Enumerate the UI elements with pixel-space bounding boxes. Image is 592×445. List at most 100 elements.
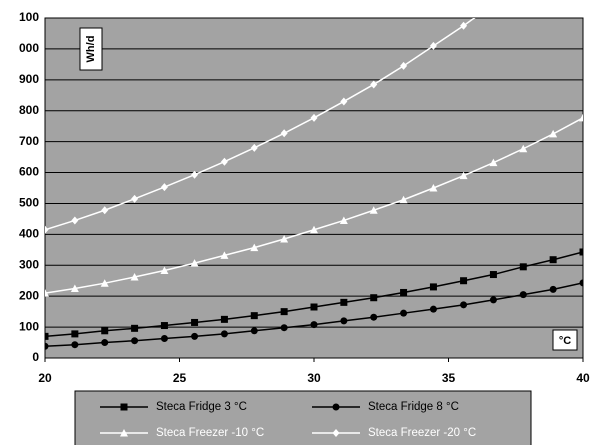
- marker: [460, 21, 468, 30]
- marker: [250, 327, 258, 335]
- marker: [131, 324, 139, 332]
- marker: [101, 327, 109, 335]
- marker: [519, 263, 527, 271]
- marker: [400, 309, 408, 317]
- marker: [120, 429, 128, 437]
- y-tick-label: 200: [19, 288, 39, 302]
- marker: [332, 403, 340, 411]
- marker: [45, 332, 49, 340]
- marker: [340, 97, 348, 106]
- x-label: °C: [559, 335, 571, 347]
- legend-label: Steca Freezer -20 °C: [368, 427, 476, 439]
- marker: [71, 330, 79, 338]
- y-tick-label: 800: [19, 103, 39, 117]
- marker: [460, 277, 468, 285]
- marker: [220, 330, 228, 338]
- marker: [280, 129, 288, 138]
- x-label-box: [552, 329, 578, 351]
- marker: [459, 171, 468, 180]
- marker: [460, 301, 468, 309]
- x-tick-label: 30: [307, 371, 321, 385]
- marker: [399, 195, 408, 204]
- marker: [429, 184, 438, 192]
- marker: [549, 256, 557, 264]
- y-tick-label: 0: [32, 350, 39, 364]
- marker: [489, 271, 497, 279]
- series-line: [45, 18, 476, 231]
- marker: [332, 429, 340, 437]
- marker: [340, 317, 348, 325]
- legend-label: Steca Fridge 3 °C: [156, 401, 247, 413]
- marker: [250, 312, 258, 320]
- y-tick-label: 300: [19, 257, 39, 271]
- marker: [130, 273, 139, 281]
- marker: [101, 206, 109, 215]
- y-label-box: [79, 27, 103, 71]
- marker: [250, 143, 258, 152]
- x-tick-label: 40: [576, 371, 590, 385]
- legend-label: Steca Freezer -10 °C: [156, 427, 264, 439]
- marker: [280, 235, 289, 243]
- marker: [131, 194, 139, 203]
- marker: [340, 298, 348, 306]
- marker: [190, 259, 199, 267]
- y-tick-label: 500: [19, 196, 39, 210]
- marker: [45, 342, 49, 350]
- marker: [579, 113, 583, 122]
- marker: [519, 144, 528, 153]
- y-tick-label: 100: [19, 319, 39, 333]
- y-tick-label: 600: [19, 165, 39, 179]
- series-group: [45, 0, 583, 350]
- marker: [579, 248, 583, 256]
- y-tick-label: 900: [19, 72, 39, 86]
- marker: [519, 291, 527, 299]
- x-tick-label: 25: [173, 371, 187, 385]
- marker: [101, 339, 109, 347]
- marker: [160, 335, 168, 343]
- marker: [579, 279, 583, 287]
- marker: [489, 158, 498, 167]
- marker: [220, 251, 229, 259]
- marker: [220, 315, 228, 323]
- marker: [45, 289, 49, 297]
- marker: [400, 61, 408, 70]
- marker: [339, 216, 348, 224]
- marker: [310, 303, 318, 311]
- legend-label: Steca Fridge 8 °C: [368, 401, 459, 413]
- marker: [370, 294, 378, 302]
- marker: [45, 225, 49, 234]
- marker: [369, 206, 378, 214]
- marker: [160, 266, 169, 275]
- marker: [549, 285, 557, 293]
- marker: [370, 80, 378, 89]
- marker: [429, 283, 437, 291]
- marker: [160, 322, 168, 330]
- marker: [280, 324, 288, 332]
- marker: [70, 284, 79, 292]
- marker: [71, 341, 79, 349]
- marker: [191, 318, 199, 326]
- marker: [191, 170, 199, 179]
- marker: [310, 113, 318, 122]
- legend-box: [74, 390, 532, 445]
- marker: [429, 305, 437, 313]
- marker: [131, 337, 139, 345]
- marker: [549, 129, 558, 138]
- plot-border: [44, 17, 584, 359]
- y-tick-label: 400: [19, 227, 39, 241]
- marker: [400, 288, 408, 296]
- x-tick-label: 20: [38, 371, 52, 385]
- marker: [160, 183, 168, 192]
- marker: [310, 321, 318, 329]
- marker: [120, 403, 128, 411]
- marker: [489, 296, 497, 304]
- marker: [71, 216, 79, 225]
- marker: [370, 313, 378, 321]
- y-tick-label: 700: [19, 134, 39, 148]
- marker: [191, 332, 199, 340]
- y-tick-label: 000: [19, 41, 39, 55]
- y-tick-label: 100: [19, 10, 39, 24]
- marker: [490, 0, 497, 8]
- marker: [310, 225, 318, 234]
- marker: [100, 279, 109, 287]
